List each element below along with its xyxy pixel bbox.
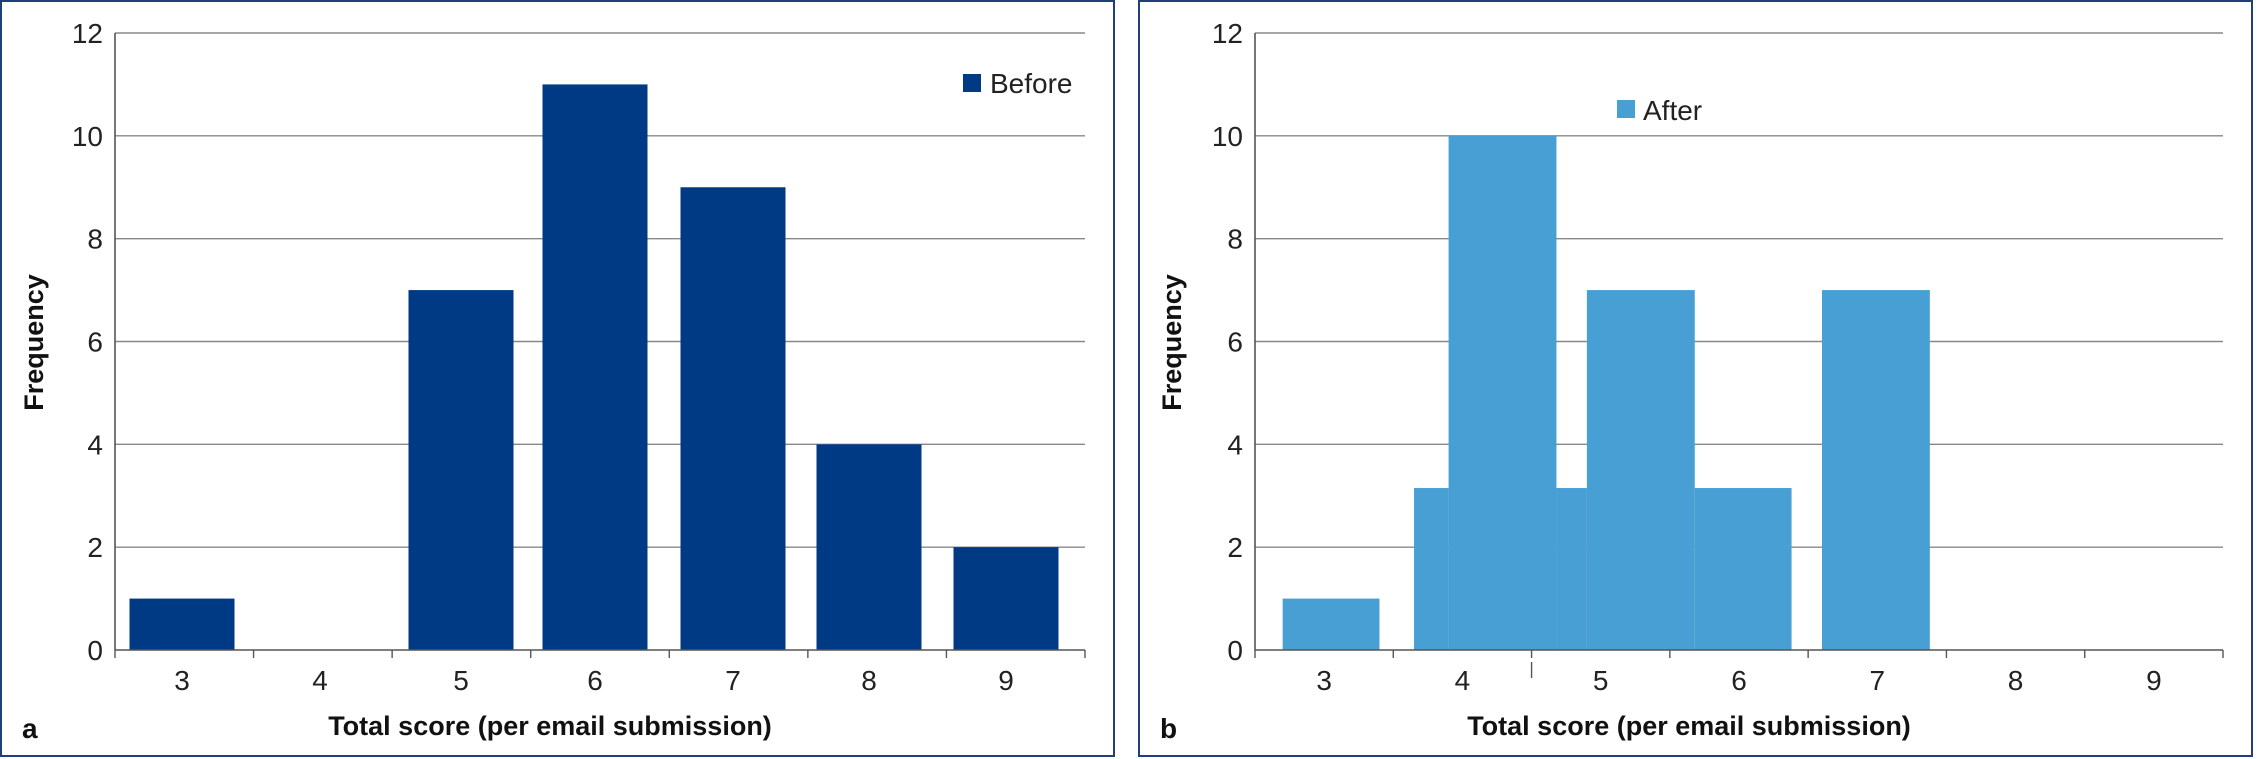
histogram-bin: [1448, 135, 1557, 651]
chart-b-svg: 0 2 4 6 8 10 12 3 4 5 6 7 8 9 Total score (per email s…: [1157, 18, 2224, 744]
chart-panel-b: 0 2 4 6 8 10 12 3 4 5 6 7 8 9 Total score (per email s…: [1138, 0, 2253, 757]
legend-label: Before: [990, 68, 1073, 99]
y-tick-label: 6: [87, 327, 103, 358]
y-tick-label: 2: [87, 532, 103, 563]
legend-swatch: [963, 74, 981, 92]
panel-label: a: [22, 713, 38, 744]
x-tick-label: 3: [174, 665, 190, 696]
x-tick-label: 6: [1731, 665, 1747, 696]
x-axis-title: Total score (per email submission): [328, 711, 772, 741]
histogram-bin: [1414, 488, 1449, 650]
bar: [816, 444, 922, 650]
legend-label: After: [1643, 95, 1702, 126]
x-axis-title: Total score (per email submission): [1467, 711, 1911, 741]
y-axis-title: Frequency: [19, 274, 49, 411]
x-tick-label: 7: [1869, 665, 1885, 696]
y-tick-label: 0: [87, 635, 103, 666]
x-tick-label: 8: [2008, 665, 2024, 696]
x-tick-label: 9: [2146, 665, 2162, 696]
x-tick-label: 6: [587, 665, 603, 696]
x-tick-label: 4: [1455, 665, 1471, 696]
histogram-bin: [1694, 488, 1792, 650]
chart-panel-a: 0 2 4 6 8 10 12 3 4 5 6 7 8 9 Total score (per email s…: [0, 0, 1115, 757]
x-tick-label: 9: [998, 665, 1014, 696]
y-axis-title: Frequency: [1157, 274, 1187, 411]
x-tick-label: 5: [453, 665, 469, 696]
y-tick-label: 4: [1227, 429, 1243, 460]
y-tick-label: 10: [1212, 121, 1243, 152]
y-tick-label: 2: [1227, 532, 1243, 563]
y-tick-label: 6: [1227, 327, 1243, 358]
histogram-bin: [1586, 290, 1695, 650]
x-tick-label: 3: [1316, 665, 1332, 696]
histogram-bin: [1282, 598, 1380, 650]
legend-swatch: [1617, 100, 1635, 118]
x-tick-label: 5: [1593, 665, 1609, 696]
x-tick-label: 8: [861, 665, 877, 696]
bar: [953, 547, 1059, 650]
x-tick-label: 7: [725, 665, 741, 696]
y-tick-label: 10: [72, 121, 103, 152]
y-tick-label: 12: [1212, 18, 1243, 49]
histogram-bin: [1821, 290, 1930, 650]
y-tick-label: 0: [1227, 635, 1243, 666]
panel-label: b: [1160, 713, 1177, 744]
chart-a-svg: 0 2 4 6 8 10 12 3 4 5 6 7 8 9 Total score (per email s…: [19, 18, 1086, 744]
y-tick-label: 8: [87, 224, 103, 255]
y-tick-label: 4: [87, 429, 103, 460]
y-tick-label: 8: [1227, 224, 1243, 255]
bar: [129, 598, 235, 650]
x-tick-label: 4: [312, 665, 328, 696]
bar: [408, 290, 514, 650]
histogram-bin: [1556, 488, 1587, 650]
bar: [680, 187, 786, 650]
y-tick-label: 12: [72, 18, 103, 49]
bar: [542, 84, 648, 650]
